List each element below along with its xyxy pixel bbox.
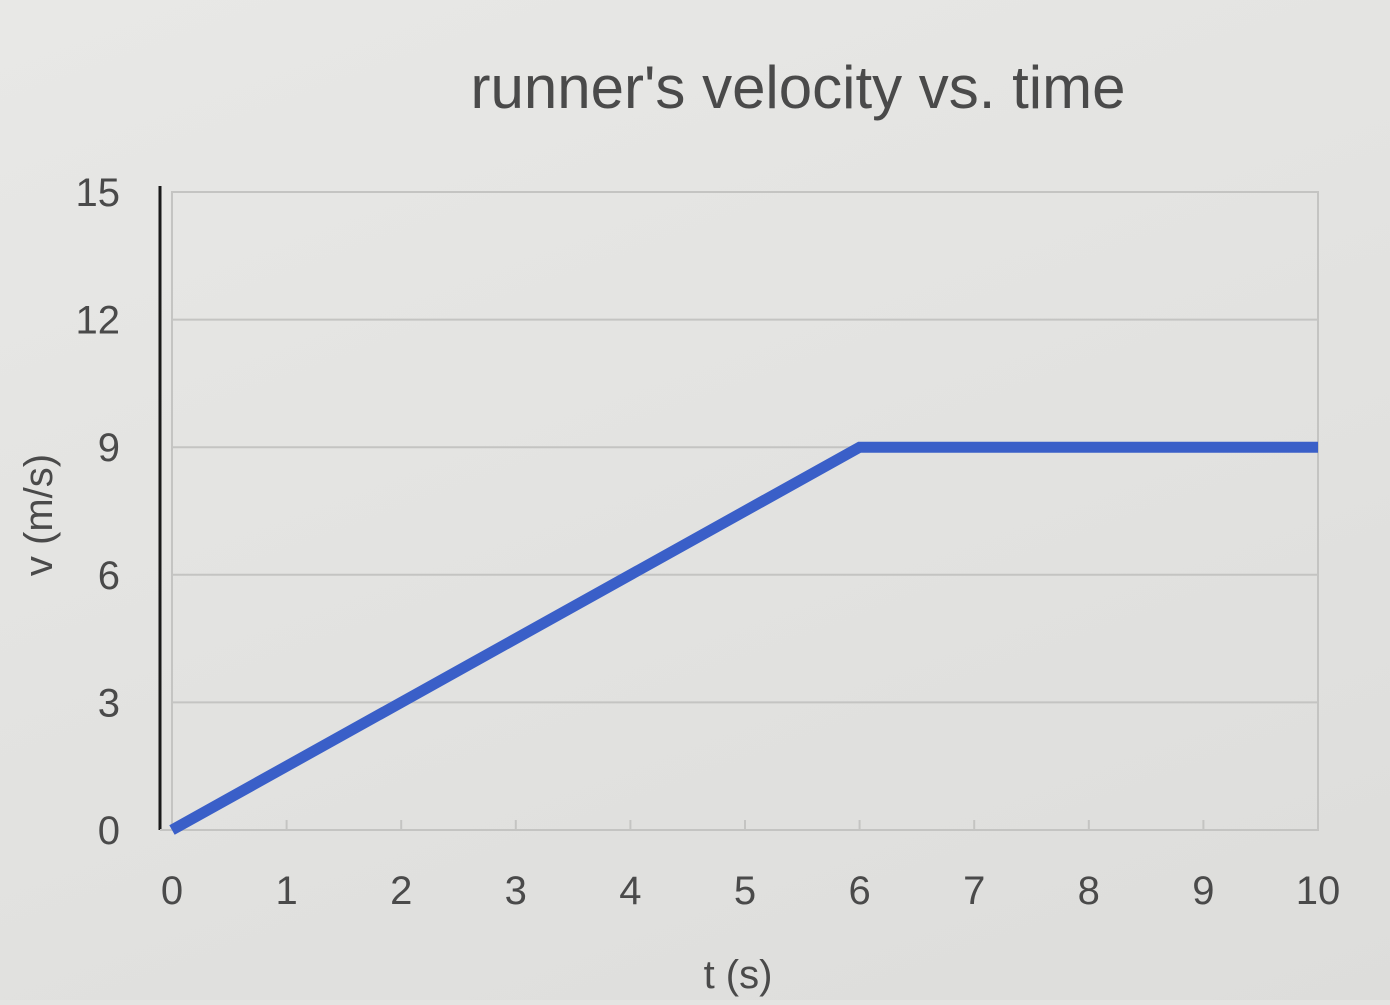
x-tick-label-0: 0 [161, 869, 183, 913]
y-tick-label-9: 9 [98, 426, 120, 470]
x-tick-label-2: 2 [390, 869, 412, 913]
x-tick-label-7: 7 [963, 869, 985, 913]
x-tick-label-1: 1 [275, 869, 297, 913]
x-tick-label-3: 3 [505, 869, 527, 913]
chart-title: runner's velocity vs. time [471, 54, 1126, 121]
x-axis-label: t (s) [704, 953, 773, 997]
y-tick-label-6: 6 [98, 554, 120, 598]
x-tick-label-6: 6 [848, 869, 870, 913]
x-tick-label-10: 10 [1296, 869, 1341, 913]
x-tick-label-9: 9 [1192, 869, 1214, 913]
y-axis-label: v (m/s) [17, 454, 61, 576]
y-tick-label-15: 15 [76, 171, 121, 215]
series-line-0 [169, 441, 1318, 835]
y-tick-label-3: 3 [98, 681, 120, 725]
axes [158, 186, 1318, 831]
y-tick-label-0: 0 [98, 809, 120, 853]
x-tick-label-4: 4 [619, 869, 641, 913]
x-tick-label-5: 5 [734, 869, 756, 913]
x-tick-label-8: 8 [1078, 869, 1100, 913]
series-layer [169, 441, 1318, 835]
y-tick-label-12: 12 [76, 299, 121, 343]
